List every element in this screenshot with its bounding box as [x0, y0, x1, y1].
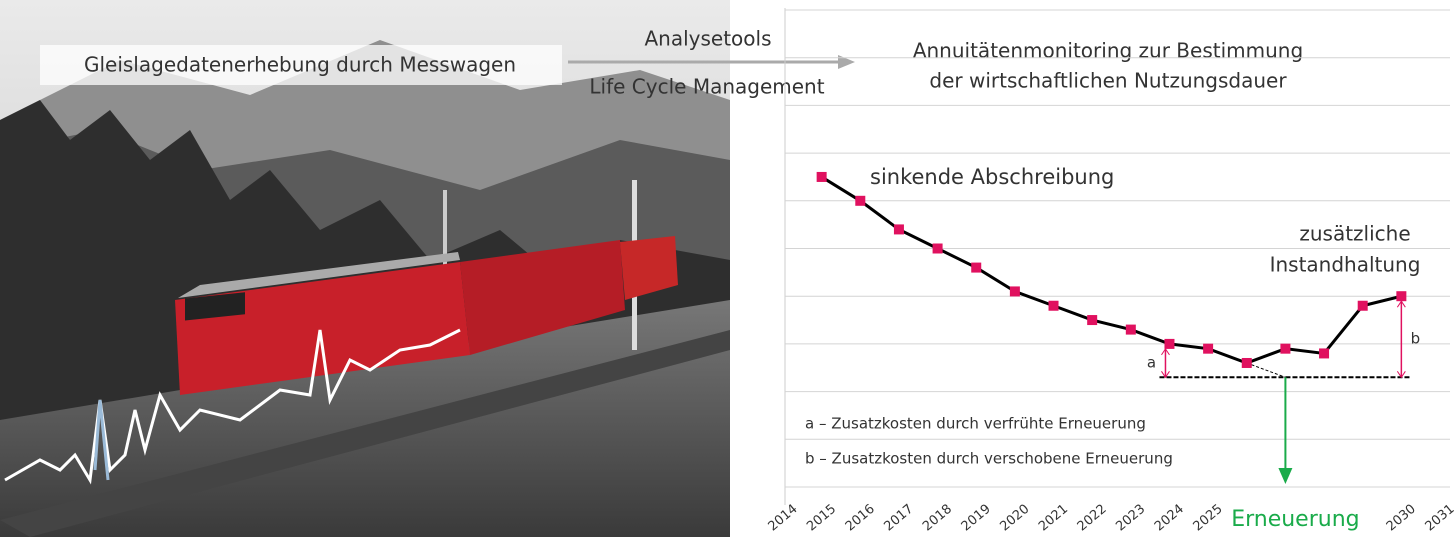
- data-point: [1049, 301, 1059, 311]
- left-label: Gleislagedatenerhebung durch Messwagen: [84, 53, 516, 77]
- x-tick-label: 2018: [920, 502, 955, 535]
- data-point: [1280, 344, 1290, 354]
- x-tick-label: 2025: [1191, 502, 1226, 535]
- data-point: [933, 244, 943, 254]
- annotation: zusätzliche: [1299, 222, 1410, 246]
- data-point: [1010, 286, 1020, 296]
- x-tick-label: 2021: [1036, 502, 1071, 535]
- x-tick-label: 2016: [843, 502, 878, 535]
- x-tick-label: 2014: [766, 502, 801, 535]
- arrow-bottom-label: Life Cycle Management: [589, 75, 824, 99]
- annotation: sinkende Abschreibung: [870, 165, 1114, 189]
- x-tick-label: 2024: [1152, 502, 1187, 535]
- data-point: [1087, 315, 1097, 325]
- x-tick-label: 2019: [959, 502, 994, 535]
- renewal-label: Erneuerung: [1231, 507, 1359, 532]
- delta-label: a: [1147, 354, 1156, 372]
- data-point: [1242, 358, 1252, 368]
- x-tick-label: 2020: [997, 502, 1032, 535]
- note: b – Zusatzkosten durch verschobene Erneu…: [805, 450, 1173, 468]
- x-tick-label: 2031: [1423, 502, 1456, 535]
- delta-label: b: [1411, 330, 1421, 348]
- slide: Gleislagedatenerhebung durch Messwagen A…: [0, 0, 1456, 537]
- data-point: [1126, 325, 1136, 335]
- data-point: [1396, 291, 1406, 301]
- data-point: [855, 196, 865, 206]
- x-tick-label: 2017: [881, 502, 916, 535]
- arrow-head: [838, 55, 855, 69]
- annotation: Instandhaltung: [1270, 253, 1421, 277]
- data-point: [894, 224, 904, 234]
- x-tick-label: 2015: [804, 502, 839, 535]
- projection: [1247, 363, 1286, 377]
- data-point: [1164, 339, 1174, 349]
- data-point: [971, 263, 981, 273]
- data-point: [1203, 344, 1213, 354]
- arrow-head: [1278, 468, 1292, 484]
- arrow-top-label: Analysetools: [644, 27, 771, 51]
- data-point: [1319, 348, 1329, 358]
- x-tick-label: 2023: [1113, 502, 1148, 535]
- data-point: [817, 172, 827, 182]
- note: a – Zusatzkosten durch verfrühte Erneuer…: [805, 415, 1146, 433]
- data-point: [1358, 301, 1368, 311]
- chart-title: der wirtschaftlichen Nutzungsdauer: [929, 69, 1287, 93]
- x-tick-label: 2030: [1384, 502, 1419, 535]
- chart-title: Annuitätenmonitoring zur Bestimmung: [913, 39, 1303, 63]
- x-tick-label: 2022: [1075, 502, 1110, 535]
